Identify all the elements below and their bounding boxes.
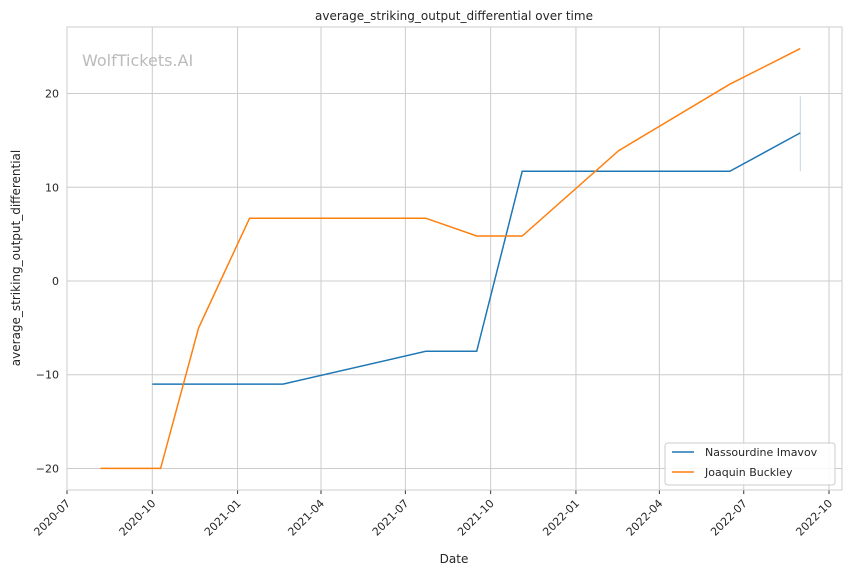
series-line-1 [100,47,801,470]
y-tick-label: −10 [36,369,59,382]
y-axis-label: average_striking_output_differential [9,150,23,366]
chart-title: average_striking_output_differential ove… [315,9,593,23]
x-tick-label: 2021-07 [370,497,412,539]
x-tick-label: 2021-04 [285,497,327,539]
x-axis-label: Date [440,552,469,566]
x-tick-label: 2022-04 [624,497,666,539]
x-tick-label: 2021-01 [202,497,244,539]
series-line-0 [152,132,801,385]
y-tick-label: 10 [45,181,59,194]
legend-label-buckley: Joaquin Buckley [704,466,793,479]
y-tick-label: 20 [45,88,59,101]
x-tick-label: 2022-10 [793,497,835,539]
x-tick-label: 2020-10 [117,497,159,539]
legend: Nassourdine Imavov Joaquin Buckley [664,442,836,486]
x-tick-label: 2021-10 [455,497,497,539]
y-tick-label: −20 [36,462,59,475]
y-tick-label: 0 [52,275,59,288]
x-tick-label: 2022-01 [540,497,582,539]
watermark: WolfTickets.AI [82,51,193,70]
legend-label-imavov: Nassourdine Imavov [705,446,818,459]
x-tick-label: 2020-07 [31,497,73,539]
plot-frame [66,26,843,491]
x-tick-label: 2022-07 [708,497,750,539]
